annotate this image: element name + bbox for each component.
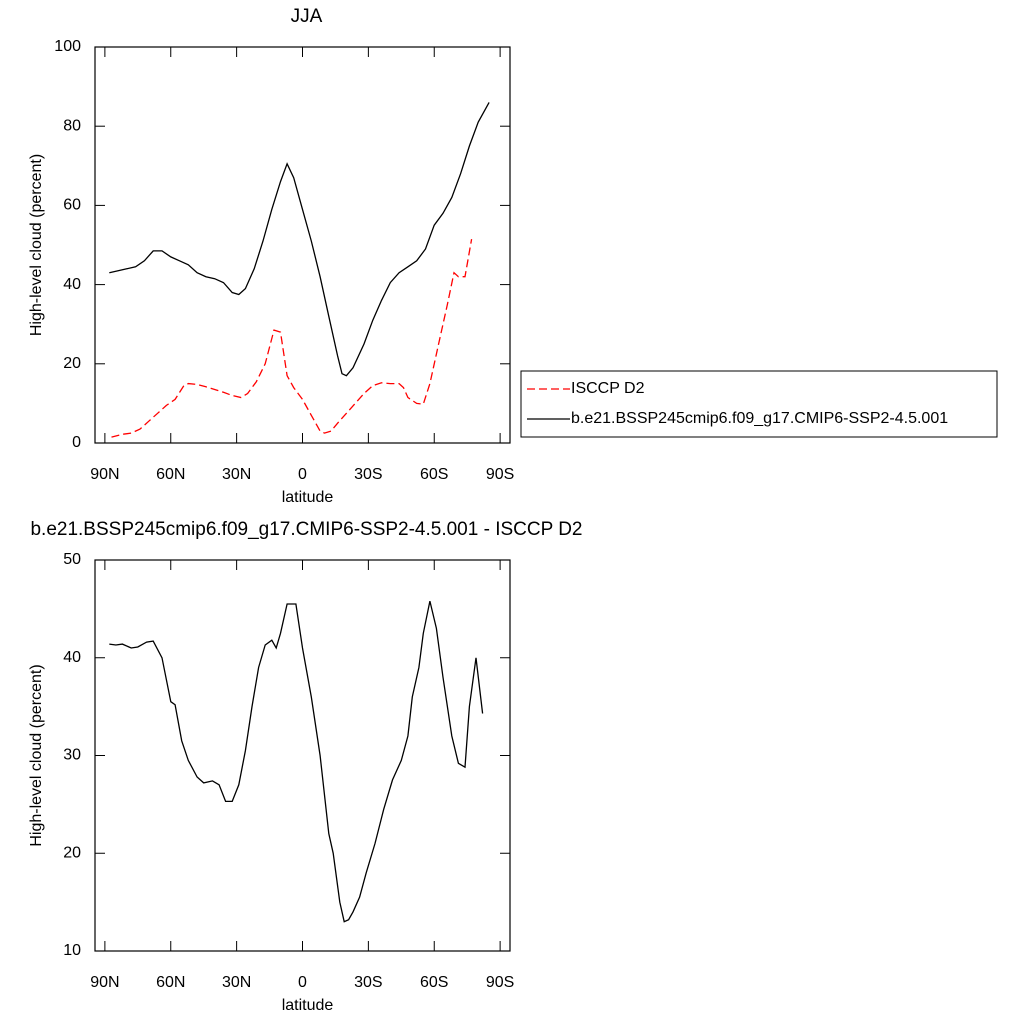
x-tick-label: 30N <box>222 974 251 991</box>
x-tick-label: 60N <box>156 466 185 483</box>
x-axis-label: latitude <box>282 997 334 1014</box>
y-tick-label: 30 <box>63 747 81 764</box>
series-line <box>111 238 473 438</box>
x-axis-label: latitude <box>282 489 334 506</box>
y-tick-label: 40 <box>63 649 81 666</box>
x-tick-label: 90N <box>90 466 119 483</box>
x-tick-label: 60N <box>156 974 185 991</box>
legend-label: ISCCP D2 <box>571 380 645 397</box>
x-tick-label: 90S <box>486 974 514 991</box>
x-tick-label: 30S <box>354 974 382 991</box>
y-tick-label: 0 <box>72 434 81 451</box>
chart-title: JJA <box>291 6 323 27</box>
y-axis-label: High-level cloud (percent) <box>28 154 45 336</box>
x-tick-label: 30S <box>354 466 382 483</box>
x-tick-label: 60S <box>420 974 448 991</box>
y-axis-label: High-level cloud (percent) <box>28 664 45 846</box>
legend-label: b.e21.BSSP245cmip6.f09_g17.CMIP6-SSP2-4.… <box>571 410 948 427</box>
x-tick-label: 0 <box>298 466 307 483</box>
x-tick-label: 0 <box>298 974 307 991</box>
y-tick-label: 60 <box>63 197 81 214</box>
series-line <box>109 102 490 377</box>
x-tick-label: 60S <box>420 466 448 483</box>
y-tick-label: 50 <box>63 551 81 568</box>
plot-frame <box>94 559 511 952</box>
legend-box <box>520 370 998 438</box>
x-tick-label: 90S <box>486 466 514 483</box>
y-tick-label: 100 <box>54 38 81 55</box>
x-tick-label: 30N <box>222 466 251 483</box>
y-tick-label: 10 <box>63 942 81 959</box>
y-tick-label: 20 <box>63 844 81 861</box>
chart-title: b.e21.BSSP245cmip6.f09_g17.CMIP6-SSP2-4.… <box>30 519 582 540</box>
series-line <box>109 600 484 923</box>
plot-frame <box>94 46 511 444</box>
x-tick-label: 90N <box>90 974 119 991</box>
y-tick-label: 80 <box>63 117 81 134</box>
y-tick-label: 20 <box>63 355 81 372</box>
y-tick-label: 40 <box>63 276 81 293</box>
